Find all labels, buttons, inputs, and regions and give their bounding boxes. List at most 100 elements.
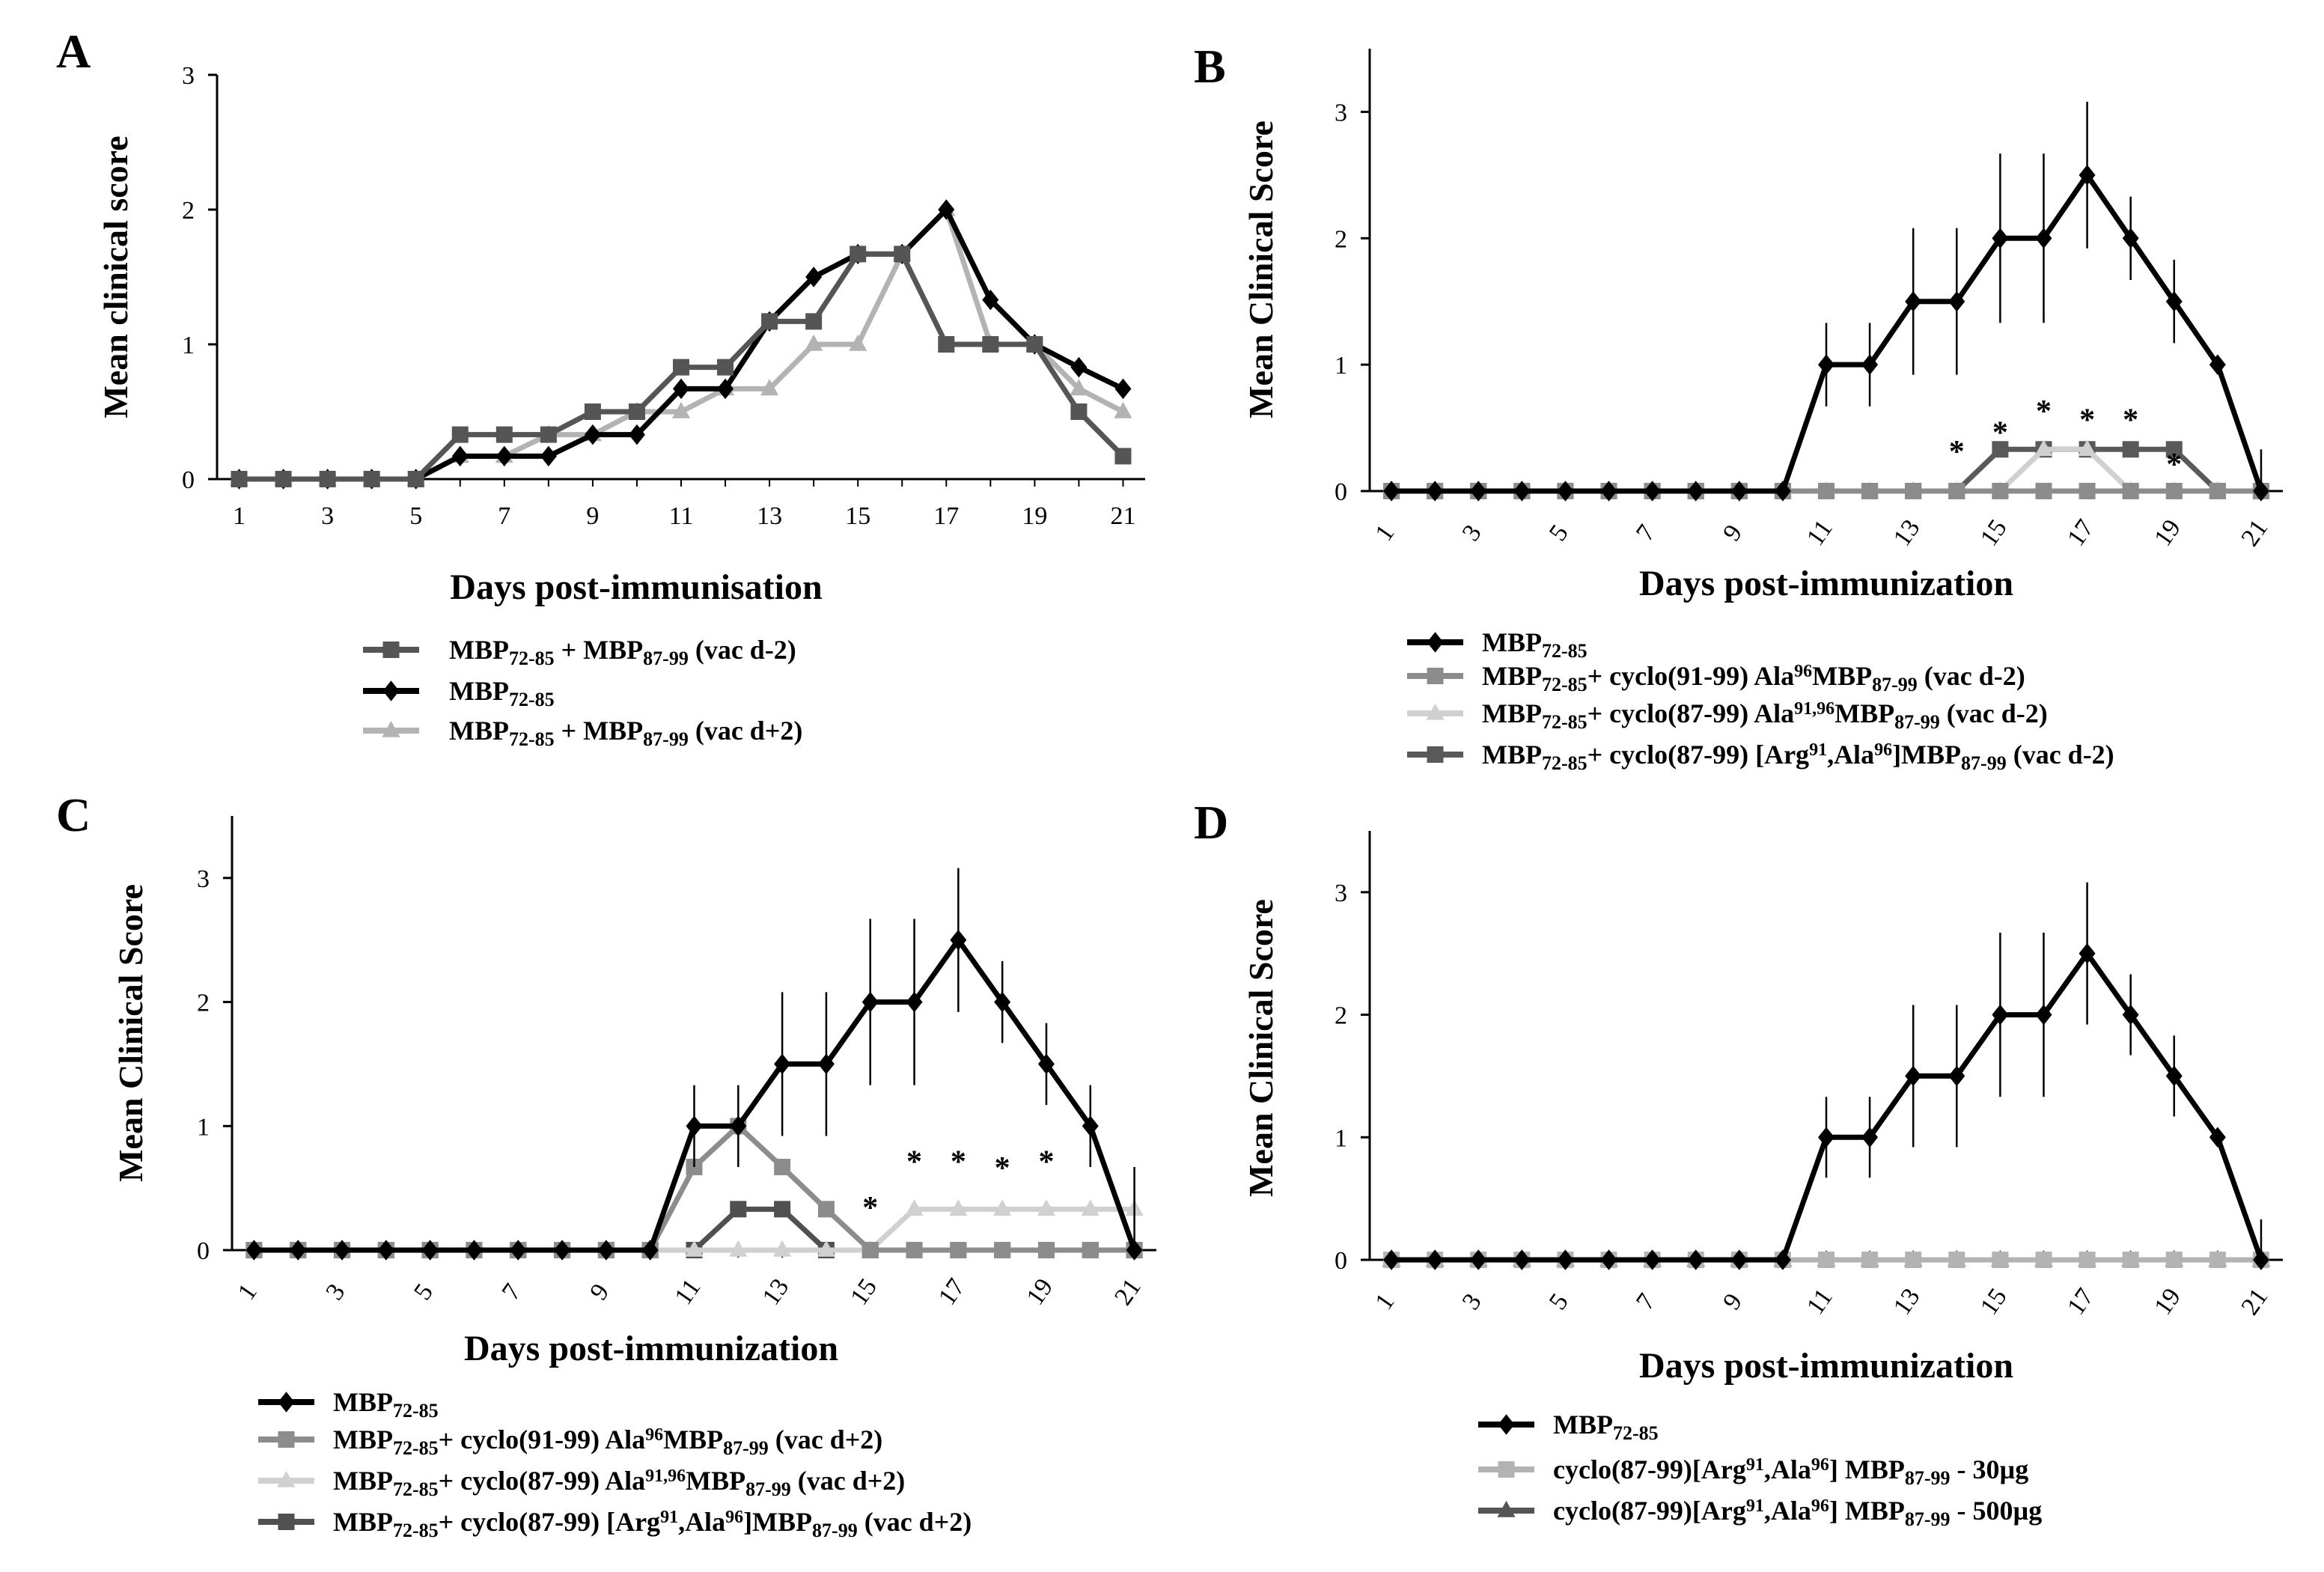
x-tick-label: 19 <box>2149 1283 2186 1320</box>
x-tick-label: 5 <box>409 502 422 530</box>
data-point <box>1948 483 1965 499</box>
significance-star: * <box>906 1145 922 1180</box>
data-point <box>334 1240 351 1261</box>
significance-star: * <box>995 1151 1010 1186</box>
data-point <box>1992 228 2009 249</box>
legend-text-part: + cyclo(91-99) Ala <box>1588 661 1794 691</box>
y-tick-label: 2 <box>1335 225 1347 253</box>
x-tick-label: 9 <box>585 1279 614 1305</box>
legend-subscript: 87-99 <box>643 648 689 669</box>
y-tick-label: 1 <box>1335 352 1347 380</box>
legend-text-part: ]MBP <box>743 1507 812 1537</box>
legend-text-part: - 30µg <box>1951 1454 2029 1484</box>
legend-subscript: 87-99 <box>1905 1467 1951 1489</box>
legend-label: MBP72-85+ cyclo(91-99) Ala96MBP87-99 (va… <box>333 1425 882 1459</box>
data-point <box>407 471 424 487</box>
data-point <box>495 426 513 443</box>
data-point <box>671 401 691 418</box>
legend-superscript: 91 <box>1746 1496 1764 1516</box>
legend-text-part: + cyclo(87-99) Ala <box>1588 698 1794 728</box>
legend-text-part: (vac d+2) <box>689 716 803 746</box>
legend-text-part: ]MBP <box>1892 740 1961 770</box>
x-tick-label: 1 <box>233 1279 263 1305</box>
x-tick-label: 21 <box>2236 514 2273 551</box>
data-point <box>540 445 557 467</box>
legend-label: MBP72-85 <box>1482 627 1588 662</box>
series-0 <box>1383 101 2269 502</box>
data-point <box>1818 1252 1835 1268</box>
y-tick-label: 2 <box>197 990 210 1017</box>
legend-subscript: 72-85 <box>509 648 555 669</box>
data-point <box>1114 401 1132 418</box>
x-axis-title: Days post-immunization <box>1639 1346 2013 1386</box>
legend-entry: cyclo(87-99)[Arg91,Ala96] MBP87-99 - 30µ… <box>1478 1454 2028 1489</box>
legend-label: MBP72-85 + MBP87-99 (vac d-2) <box>449 635 796 669</box>
data-point <box>949 1199 968 1216</box>
x-tick-label: 3 <box>320 1279 350 1305</box>
data-point <box>554 1240 571 1261</box>
legend-text-part: ,Ala <box>678 1507 725 1537</box>
legend-subscript: 72-85 <box>1542 640 1588 662</box>
x-tick-label: 15 <box>1975 514 2013 551</box>
legend-superscript: 91,96 <box>1794 699 1835 719</box>
significance-star: * <box>862 1191 878 1225</box>
data-point <box>1082 1242 1099 1258</box>
data-point <box>2209 354 2226 375</box>
data-point <box>850 246 867 263</box>
y-tick-label: 0 <box>197 1237 210 1265</box>
data-point <box>421 1240 439 1261</box>
data-point <box>2035 483 2052 499</box>
legend-text-part: (vac d+2) <box>791 1466 906 1496</box>
data-point <box>717 359 734 376</box>
data-point <box>1687 1249 1704 1270</box>
data-point <box>597 1240 614 1261</box>
data-point <box>1600 481 1617 502</box>
legend-subscript: 87-99 <box>745 1478 791 1500</box>
x-tick-label: 21 <box>2236 1283 2273 1320</box>
data-point <box>1687 481 1704 502</box>
x-tick-label: 3 <box>321 502 334 530</box>
x-tick-label: 21 <box>1109 1273 1147 1310</box>
y-axis-title: Mean Clinical Score <box>1242 121 1280 418</box>
data-point <box>1948 1065 1965 1087</box>
legend-entry: MBP72-85 <box>258 1387 439 1422</box>
legend-text-part: + MBP <box>555 716 644 746</box>
y-tick-label: 3 <box>197 865 210 893</box>
data-point <box>628 424 645 445</box>
data-point <box>1037 1199 1056 1216</box>
legend-superscript: 91 <box>1809 740 1827 760</box>
legend-label: MBP72-85+ cyclo(87-99) [Arg91,Ala96]MBP8… <box>333 1507 972 1541</box>
data-point <box>1070 403 1088 420</box>
data-point <box>817 1240 836 1257</box>
data-point <box>938 199 955 220</box>
x-tick-label: 17 <box>2062 514 2099 551</box>
data-point <box>641 1240 659 1261</box>
legend-subscript: 72-85 <box>1542 711 1588 733</box>
legend-entry: MBP72-85+ cyclo(87-99) [Arg91,Ala96]MBP8… <box>258 1507 972 1541</box>
data-point <box>1861 483 1879 499</box>
data-point <box>1861 1252 1879 1268</box>
legend-superscript: 96 <box>725 1508 743 1527</box>
legend-superscript: 91 <box>1746 1455 1764 1475</box>
data-point <box>2035 1004 2052 1026</box>
data-point <box>730 1201 747 1218</box>
data-point <box>673 359 689 376</box>
x-tick-label: 11 <box>669 1274 706 1310</box>
data-point <box>994 991 1011 1013</box>
x-tick-label: 11 <box>1802 515 1838 551</box>
data-point <box>1557 1249 1574 1270</box>
legend-label: MBP72-85 <box>449 676 555 710</box>
data-point <box>1081 1199 1100 1216</box>
data-point <box>1557 481 1574 502</box>
panel-label: D <box>1194 796 1228 849</box>
legend-text-part: MBP <box>1482 627 1542 657</box>
data-point <box>1948 290 1965 312</box>
legend-text-part: MBP <box>333 1466 393 1496</box>
legend-label: MBP72-85+ cyclo(91-99) Ala96MBP87-99 (va… <box>1482 661 2025 695</box>
legend-text-part: cyclo(87-99)[Arg <box>1553 1496 1746 1526</box>
x-tick-label: 7 <box>1631 1288 1661 1314</box>
